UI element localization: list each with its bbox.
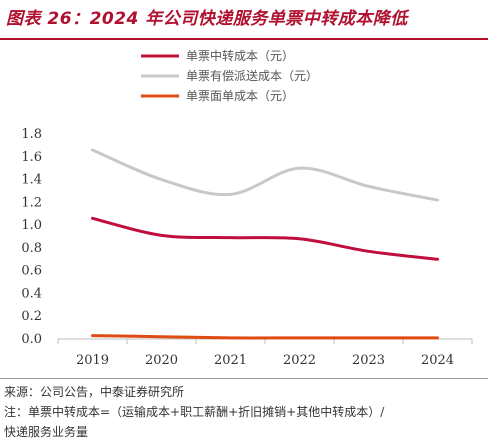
y-axis: 0.0 0.2 0.4 0.6 0.8 1.0 1.2 1.4 1.6 1.8 [21,127,42,347]
y-tick-label: 1.0 [21,218,42,233]
formula-note-line1: 注：单票中转成本=（运输成本+职工薪酬+折旧摊销+其他中转成本）/ [4,405,385,419]
formula-note-line2: 快递服务业务量 [4,425,89,439]
series-line [91,216,439,261]
y-tick-label: 0.8 [21,241,42,256]
y-tick-label: 1.8 [21,127,42,142]
x-tick-label: 2020 [145,353,178,368]
y-tick-label: 0.6 [21,264,42,279]
line-chart: 单票中转成本（元）单票有偿派送成本（元）单票面单成本（元） 0.00.20.40… [21,48,473,368]
title-rule [0,38,488,40]
x-tick-label: 2023 [352,353,385,368]
footer-rule [0,378,488,379]
legend-label: 单票中转成本（元） [186,48,294,63]
y-tick-label: 1.4 [21,173,42,188]
y-tick-label: 0.2 [21,309,42,324]
x-tick-label: 2021 [214,353,247,368]
x-tick-label: 2024 [421,353,454,368]
chart-legend: 单票中转成本（元） 单票有偿派送成本（元） 单票面单成本（元） [141,48,318,103]
x-axis: 2019 2020 2021 2022 2023 2024 [57,338,473,368]
x-tick-label: 2019 [76,353,109,368]
figure-title: 图表 26：2024 年公司快递服务单票中转成本降低 [6,9,408,29]
x-tick-label: 2022 [283,353,316,368]
series-line [91,148,439,202]
legend-label: 单票有偿派送成本（元） [186,68,318,83]
y-tick-label: 0.4 [21,286,42,301]
y-tick-label: 1.2 [21,195,42,210]
series-line [91,334,439,340]
source-note: 来源：公司公告，中泰证券研究所 [4,385,185,399]
y-tick-label: 0.0 [21,332,42,347]
y-tick-label: 1.6 [21,150,42,165]
legend-label: 单票面单成本（元） [186,89,294,103]
chart-series [91,148,439,340]
